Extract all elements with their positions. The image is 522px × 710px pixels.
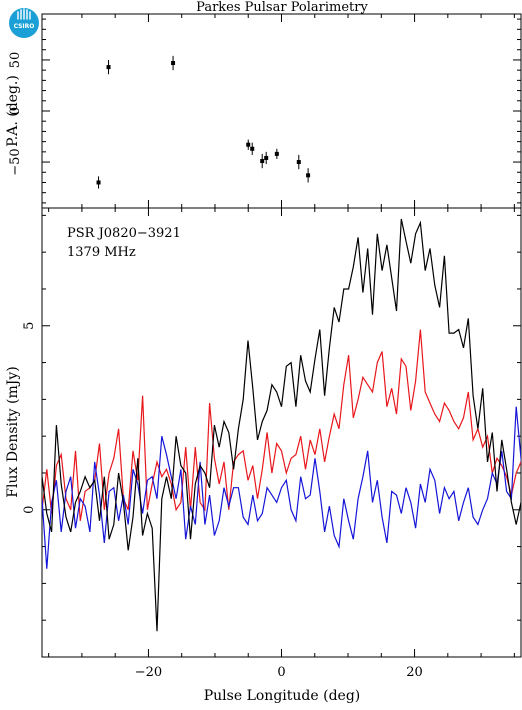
circular-polarization-line bbox=[42, 406, 521, 569]
pa-data-point bbox=[296, 160, 301, 165]
flux-x-tick-label: −20 bbox=[135, 665, 162, 680]
pa-y-axis-label: P.A. (deg.) bbox=[5, 75, 21, 147]
flux-panel-frame bbox=[41, 207, 522, 658]
csiro-logo: CSIRO bbox=[9, 8, 39, 38]
pa-data-point bbox=[246, 142, 251, 147]
total-intensity-line bbox=[42, 218, 521, 632]
pa-data-point bbox=[171, 61, 176, 66]
pa-data-point bbox=[96, 180, 101, 185]
pa-data-point bbox=[264, 155, 269, 160]
chart-title: Parkes Pulsar Polarimetry bbox=[196, 0, 368, 15]
csiro-logo-text: CSIRO bbox=[14, 23, 35, 30]
pa-y-tick-label: 0 bbox=[8, 107, 23, 115]
flux-x-tick-label: 20 bbox=[406, 665, 423, 680]
pa-panel: −50 0 50 bbox=[8, 14, 521, 208]
pa-data-point bbox=[260, 159, 265, 164]
flux-y-axis-label: Flux Density (mJy) bbox=[5, 366, 21, 497]
frequency-annotation: 1379 MHz bbox=[67, 245, 136, 260]
pa-data-point bbox=[306, 173, 311, 178]
flux-y-tick-label: 5 bbox=[22, 322, 37, 330]
pa-y-tick-label: 50 bbox=[8, 52, 23, 69]
pa-data-point bbox=[250, 146, 255, 151]
pulsar-name-annotation: PSR J0820−3921 bbox=[67, 226, 181, 241]
x-axis-label: Pulse Longitude (deg) bbox=[204, 688, 361, 704]
flux-y-tick-label: 0 bbox=[22, 506, 37, 514]
pa-data-point bbox=[106, 65, 111, 70]
flux-x-tick-label: 0 bbox=[277, 665, 285, 680]
pa-panel-frame bbox=[41, 13, 522, 209]
flux-panel: 0 5 −20 0 20 bbox=[22, 208, 521, 680]
pa-data-point bbox=[274, 151, 279, 156]
pa-y-tick-label: −50 bbox=[8, 148, 23, 175]
linear-polarization-line bbox=[42, 329, 521, 521]
